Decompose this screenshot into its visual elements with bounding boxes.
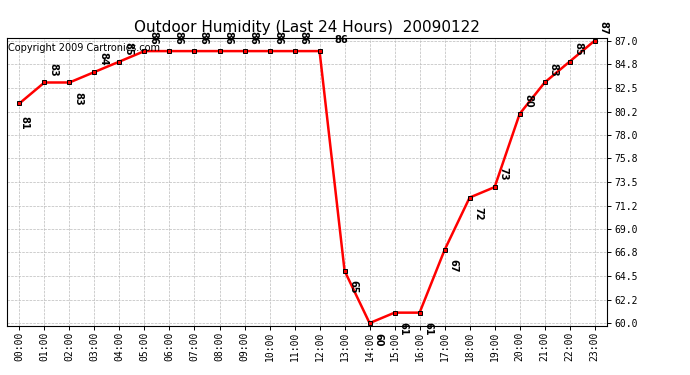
Text: 86: 86 — [298, 31, 308, 45]
Text: 61: 61 — [424, 322, 433, 336]
Text: 83: 83 — [48, 63, 58, 76]
Text: 86: 86 — [248, 31, 258, 45]
Text: 86: 86 — [273, 31, 284, 45]
Text: 81: 81 — [19, 116, 30, 130]
Text: 83: 83 — [73, 92, 83, 105]
Text: 86: 86 — [198, 31, 208, 45]
Text: 84: 84 — [98, 52, 108, 66]
Text: 72: 72 — [473, 207, 484, 220]
Text: 86: 86 — [148, 31, 158, 45]
Text: 87: 87 — [598, 21, 609, 34]
Text: 85: 85 — [124, 42, 133, 55]
Text: 85: 85 — [573, 42, 584, 55]
Text: 67: 67 — [448, 260, 458, 273]
Text: 65: 65 — [348, 280, 358, 294]
Title: Outdoor Humidity (Last 24 Hours)  20090122: Outdoor Humidity (Last 24 Hours) 2009012… — [134, 20, 480, 35]
Text: 60: 60 — [373, 333, 384, 346]
Text: 80: 80 — [524, 94, 533, 108]
Text: 73: 73 — [498, 167, 509, 181]
Text: 61: 61 — [398, 322, 408, 336]
Text: 86: 86 — [335, 35, 348, 45]
Text: 86: 86 — [224, 31, 233, 45]
Text: 86: 86 — [173, 31, 184, 45]
Text: 83: 83 — [549, 63, 558, 76]
Text: Copyright 2009 Cartronics.com: Copyright 2009 Cartronics.com — [8, 43, 160, 53]
